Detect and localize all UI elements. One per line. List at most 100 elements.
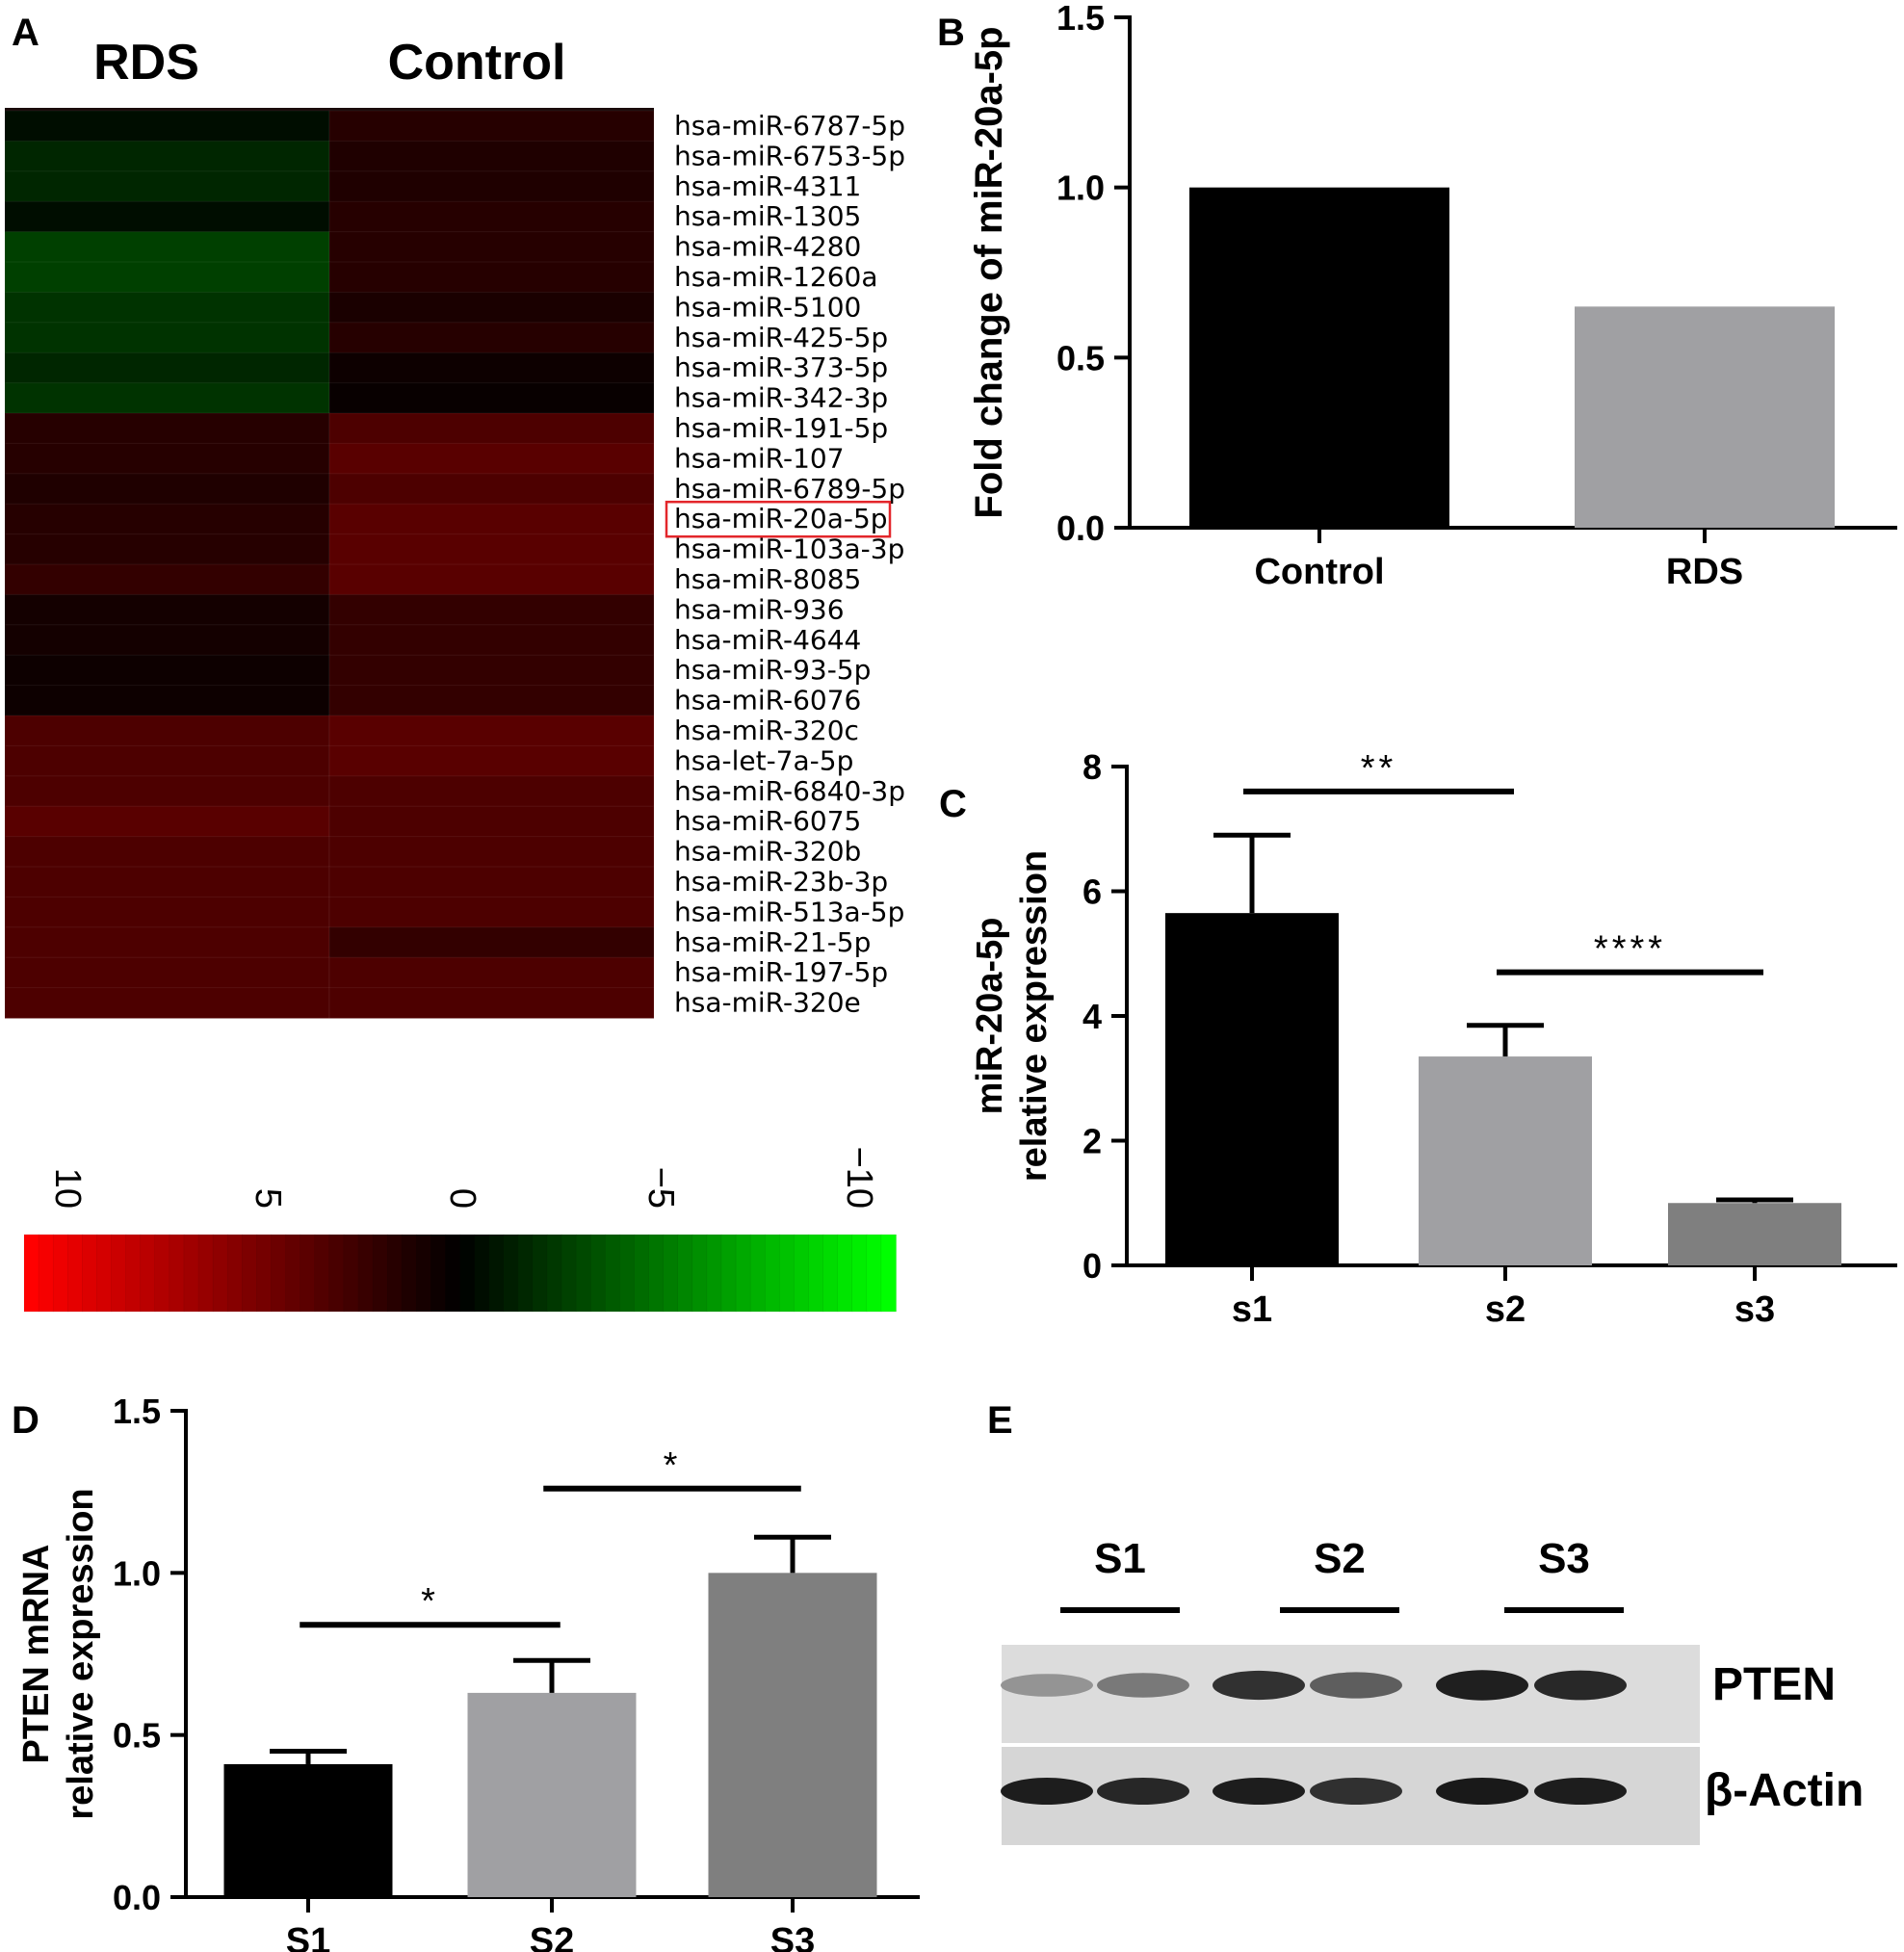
colorbar-step [677,1234,693,1313]
colorbar-step [503,1234,519,1313]
heatmap-row-label: hsa-miR-191-5p [674,412,888,444]
significance-label: ** [1361,748,1397,789]
panel-letter-a: A [12,12,39,54]
colorbar-step [765,1234,781,1313]
colorbar-step [154,1234,170,1313]
colorbar-step [794,1234,810,1313]
heatmap-cell [4,473,330,506]
heatmap-cell [328,866,655,898]
heatmap-row-label: hsa-miR-1260a [674,261,878,293]
colorbar-step [851,1234,868,1313]
heatmap-cell [4,956,330,989]
heatmap-cell [328,956,655,989]
y-axis-label: relative expression [61,1488,101,1819]
colorbar-step [343,1234,359,1313]
colorbar-step [648,1234,665,1313]
colorbar-step [749,1234,767,1313]
panel-letter-c: C [939,783,967,825]
heatmap-cell [4,715,330,747]
y-tick-label: 1.5 [1056,0,1105,38]
y-axis-label: miR-20a-5p [970,918,1010,1115]
heatmap-row-label: hsa-miR-4311 [674,170,861,202]
colorbar-step [67,1234,84,1313]
colorbar-step [416,1234,432,1313]
heatmap-cell [328,200,655,233]
blot-group-label: S3 [1538,1535,1590,1582]
colorbar-step [837,1234,853,1313]
heatmap-cell [4,322,330,354]
heatmap-cell [328,926,655,959]
bar [1165,913,1339,1265]
heatmap-cell [328,322,655,354]
heatmap-cell [4,140,330,172]
blot-group-label: S1 [1094,1535,1146,1582]
colorbar-step [169,1234,185,1313]
significance-label: * [421,1581,439,1622]
colorbar-step [96,1234,113,1313]
pten-band [1534,1670,1627,1701]
pten-band [1213,1670,1305,1701]
colorbar-step [575,1234,592,1313]
colorbar-step [183,1234,199,1313]
heatmap-row-label: hsa-miR-107 [674,442,845,474]
colorbar-step [125,1234,142,1313]
panel-letter-b: B [937,12,965,54]
heatmap-cell [328,593,655,626]
colorbar-step [488,1234,505,1313]
actin-band [1436,1778,1528,1805]
heatmap-row-label: hsa-miR-425-5p [674,322,888,353]
colorbar-step [735,1234,752,1313]
heatmap-cell [328,744,655,777]
heatmap-cell [4,896,330,928]
colorbar-step [300,1234,316,1313]
heatmap-cell [4,503,330,535]
colorbar-tick-label: 0 [442,1188,483,1209]
colorbar-step [546,1234,562,1313]
y-tick-label: 0.5 [1056,338,1105,377]
heatmap-cell [328,775,655,808]
y-tick-label: 0.0 [113,1878,161,1917]
colorbar-step [357,1234,374,1313]
x-tick-label: S3 [770,1921,815,1952]
colorbar-step [242,1234,258,1313]
heatmap-row-label: hsa-miR-373-5p [674,351,888,383]
heatmap-cell [4,836,330,868]
heatmap-cell [4,624,330,657]
heatmap-row-label: hsa-miR-320e [674,987,861,1019]
y-tick-label: 6 [1082,872,1102,912]
heatmap-row-label: hsa-miR-936 [674,593,845,625]
heatmap-column-label: Control [388,35,566,91]
panel-letter-e: E [987,1399,1013,1442]
heatmap-cell [4,775,330,808]
colorbar-step [459,1234,476,1313]
heatmap-cell [4,200,330,233]
actin-band [1310,1778,1402,1805]
actin-band [1534,1778,1627,1805]
heatmap-cell [328,503,655,535]
heatmap-cell [328,231,655,264]
heatmap-cell [328,987,655,1019]
colorbar-step [590,1234,607,1313]
heatmap-cell [328,896,655,928]
x-tick-label: S2 [530,1921,574,1952]
heatmap-row-label: hsa-let-7a-5p [674,744,853,776]
heatmap-cell [4,261,330,294]
heatmap-row-label: hsa-miR-103a-3p [674,534,904,565]
heatmap-row-label: hsa-miR-6076 [674,685,861,716]
heatmap-row-label: hsa-miR-6789-5p [674,473,905,505]
heatmap-row-label: hsa-miR-197-5p [674,956,888,988]
pten-band [1310,1672,1402,1699]
heatmap-row-label: hsa-miR-21-5p [674,926,871,958]
significance-label: **** [1594,929,1666,970]
heatmap-cell [4,926,330,959]
fold-change-bar-chart: 0.0 0.5 1.0 1.5 Control RDS Fold change of miR… [968,0,1897,592]
heatmap-cell [4,593,330,626]
heatmap-cell [328,836,655,868]
heatmap-row-label: hsa-miR-20a-5p [674,503,888,534]
pten-band [1097,1673,1189,1698]
heatmap-cell [328,624,655,657]
heatmap-row-label: hsa-miR-4644 [674,624,861,656]
x-tick-label: S1 [286,1921,330,1952]
actin-band [1097,1778,1189,1805]
colorbar-step [197,1234,214,1313]
